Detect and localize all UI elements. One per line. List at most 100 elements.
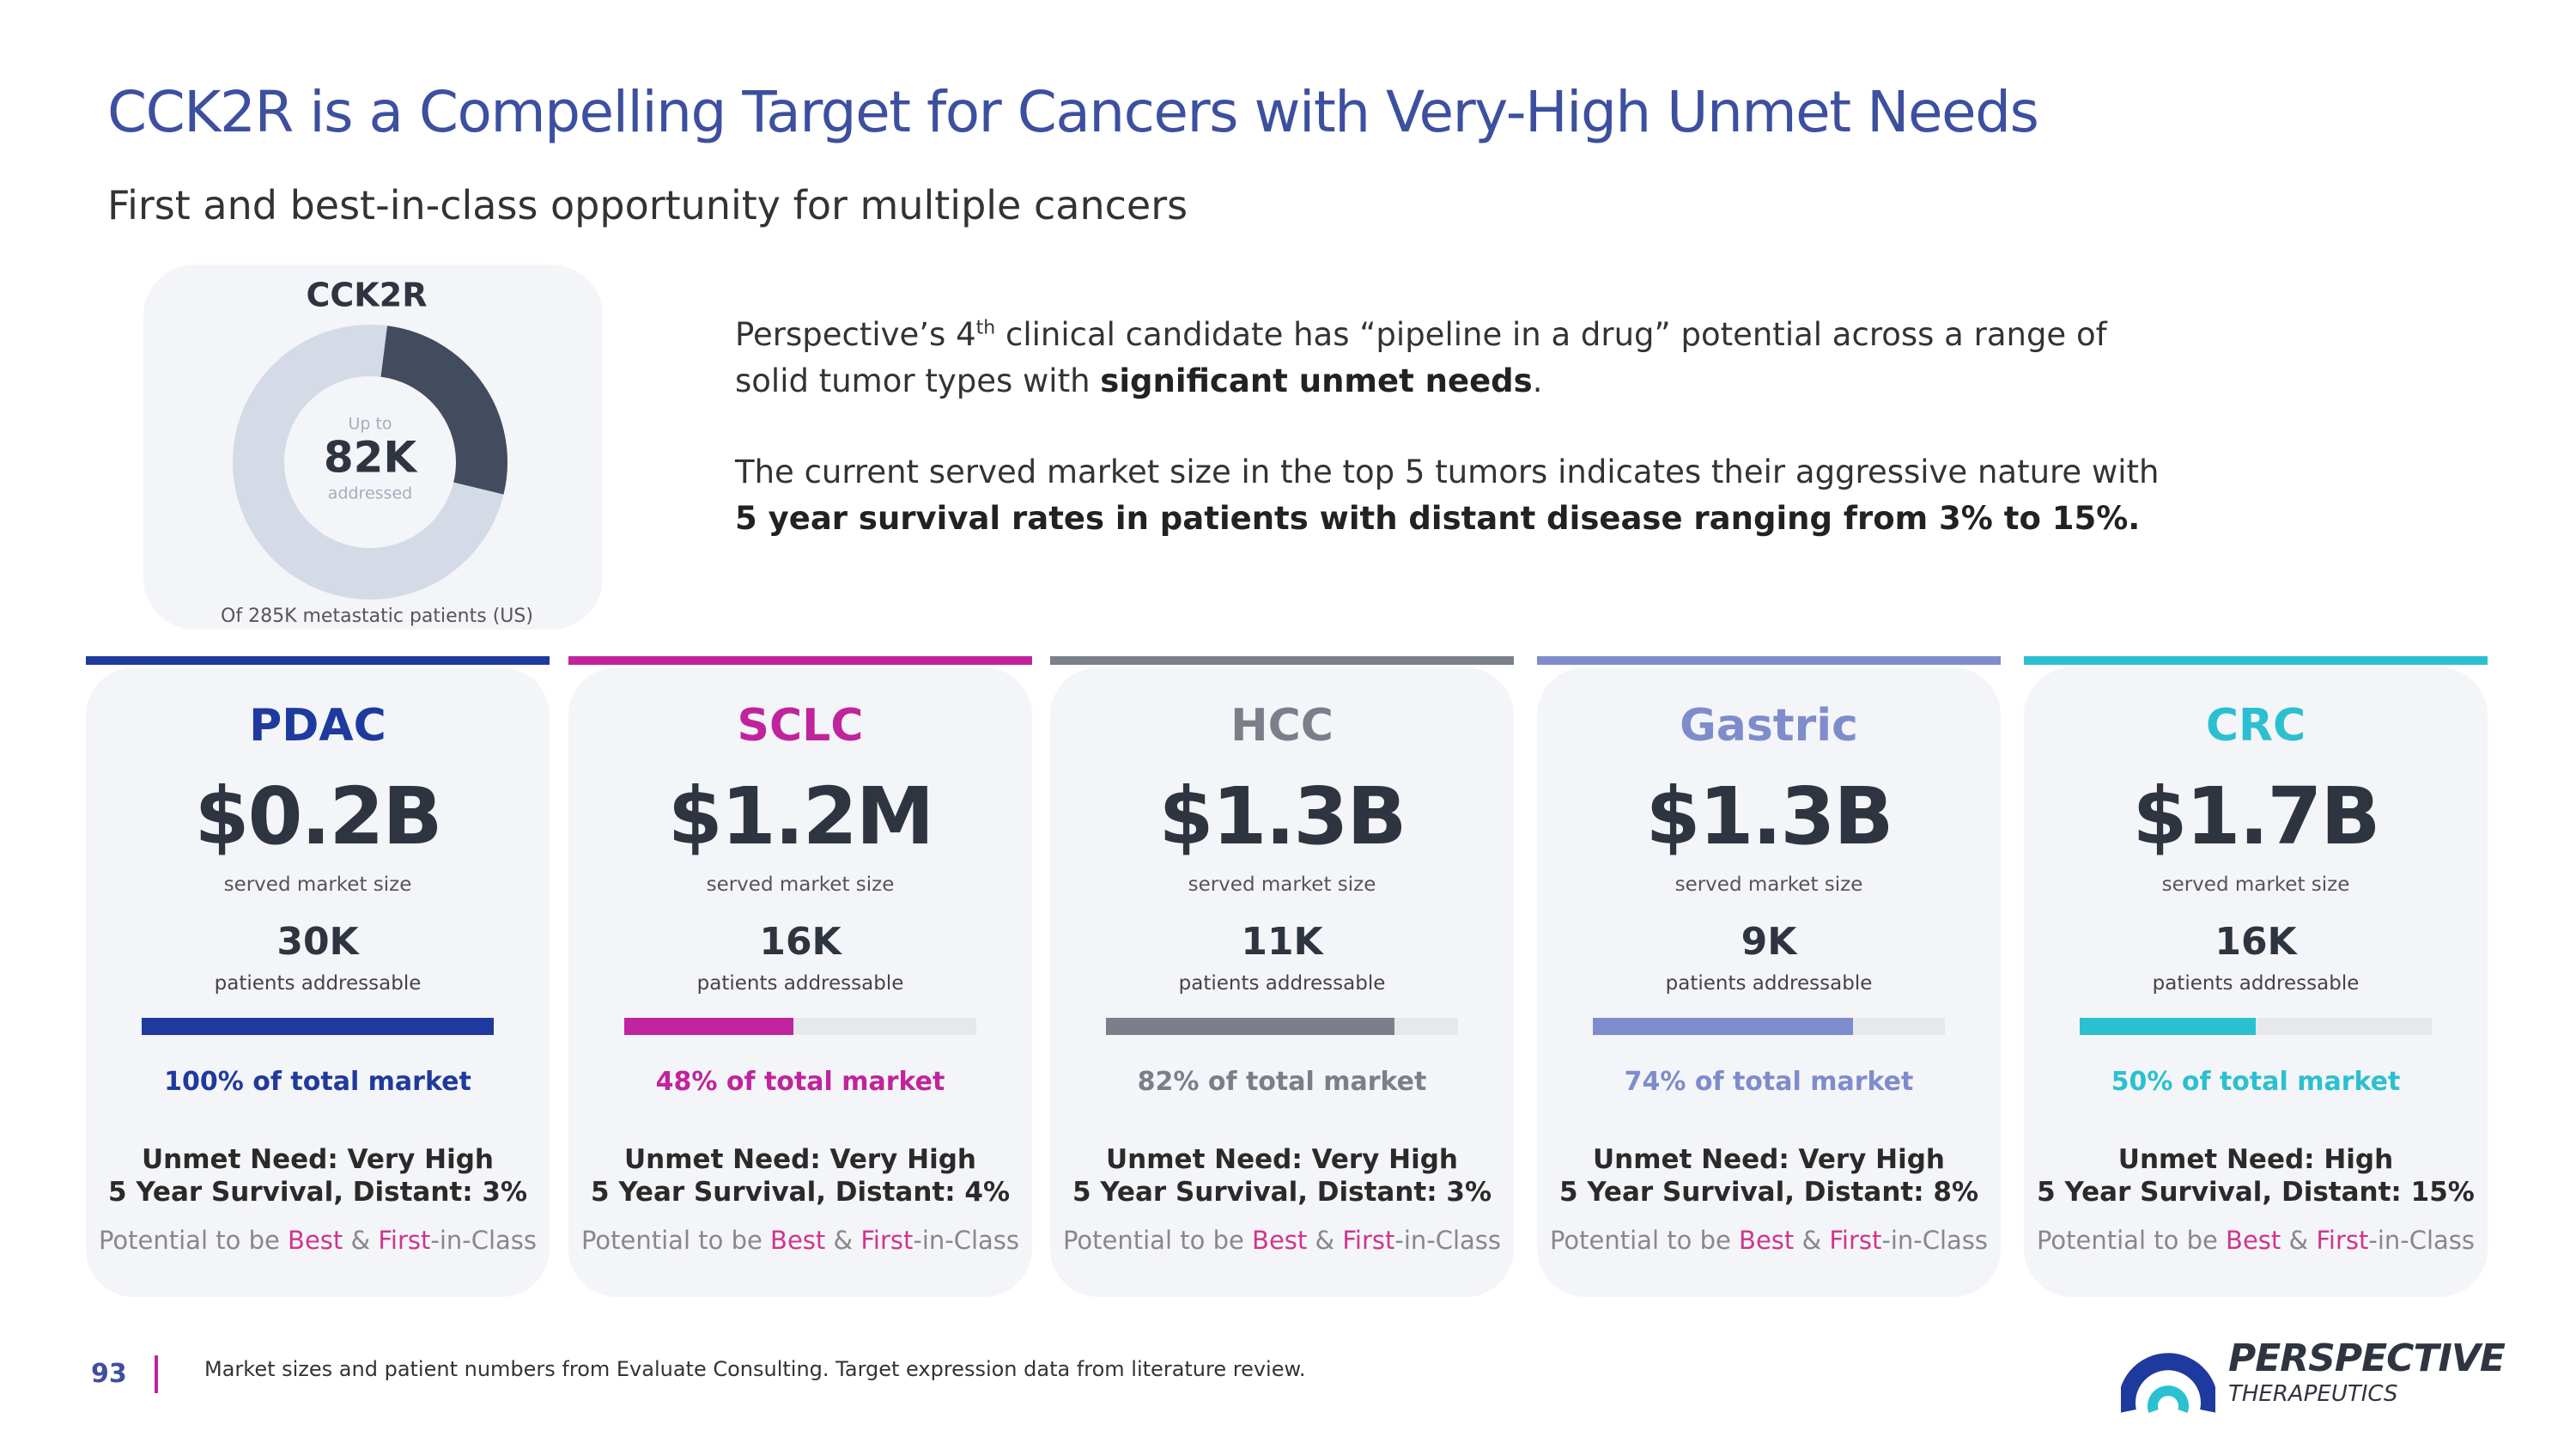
potential-part: First [2316, 1226, 2369, 1255]
share-bar [624, 1018, 793, 1035]
patients-label: patients addressable [696, 972, 904, 995]
potential-part: -in-Class [913, 1226, 1020, 1255]
potential-part: Potential to be [1062, 1226, 1253, 1255]
patients-label: patients addressable [214, 972, 422, 995]
potential-part: Best [1739, 1226, 1795, 1255]
divider [155, 1355, 158, 1393]
intro-line: solid tumor types with significant unmet… [735, 362, 1542, 399]
text: clinical candidate has “pipeline in a dr… [995, 316, 2107, 353]
card: PDAC $0.2B served market size 30K patients a… [86, 667, 550, 1297]
donut-chart: CCK2R Up to 82K addressed Of 285K metast… [221, 277, 533, 628]
donut-suffix: addressed [328, 484, 412, 503]
donut-caption: Of 285K metastatic patients (US) [221, 606, 533, 627]
potential-part: First [1829, 1226, 1882, 1255]
donut-title: CCK2R [307, 277, 428, 314]
card-name: SCLC [737, 700, 864, 752]
card: Gastric $1.3B served market size 9K patients… [1537, 667, 2001, 1297]
logo-name: PERSPECTIVE [2228, 1336, 2506, 1380]
intro-line: Perspective’s 4th clinical candidate has… [735, 316, 2107, 353]
potential-part: -in-Class [430, 1226, 538, 1255]
potential-part: & [1307, 1226, 1343, 1255]
share-label: 82% of total market [1137, 1067, 1427, 1097]
text: . [1532, 362, 1543, 399]
card-name: PDAC [249, 700, 386, 752]
potential-part: Best [1252, 1226, 1308, 1255]
potential-part: First [378, 1226, 431, 1255]
bold-text: significant unmet needs [1100, 362, 1533, 399]
potential-part: -in-Class [1394, 1226, 1502, 1255]
share-bar [1593, 1018, 1854, 1035]
unmet-need: Unmet Need: Very High [624, 1144, 976, 1175]
potential-part: Potential to be [2036, 1226, 2227, 1255]
potential-part: Best [2226, 1226, 2281, 1255]
unmet-need: Unmet Need: Very High [142, 1144, 494, 1175]
market-size: $0.2B [194, 770, 442, 862]
card-name: CRC [2205, 700, 2306, 752]
potential-part: -in-Class [2368, 1226, 2476, 1255]
potential-part: & [343, 1226, 379, 1255]
share-track [1593, 1018, 1945, 1035]
unmet-need: Unmet Need: Very High [1106, 1144, 1458, 1175]
logo-sub: THERAPEUTICS [2228, 1381, 2398, 1407]
potential-part: & [2281, 1226, 2317, 1255]
potential: Potential to be Best & First-in-Class [568, 1226, 1032, 1255]
card-accent [86, 656, 550, 665]
patients-label: patients addressable [2152, 972, 2360, 995]
patients-label: patients addressable [1665, 972, 1873, 995]
potential-part: -in-Class [1881, 1226, 1989, 1255]
unmet-need: Unmet Need: Very High [1593, 1144, 1945, 1175]
patients: 30K [276, 920, 359, 964]
patients: 16K [2215, 920, 2297, 964]
card-name: HCC [1230, 700, 1334, 752]
card-name: Gastric [1680, 700, 1858, 752]
potential: Potential to be Best & First-in-Class [2024, 1226, 2488, 1255]
market-size: $1.2M [667, 770, 935, 862]
share-bar [142, 1018, 494, 1035]
potential: Potential to be Best & First-in-Class [1050, 1226, 1514, 1255]
unmet-need: Unmet Need: High [2117, 1144, 2394, 1175]
title: CCK2R is a Compelling Target for Cancers… [107, 79, 2039, 145]
market-size: $1.3B [1158, 770, 1406, 862]
card-accent [1537, 656, 2001, 665]
potential-part: First [860, 1226, 914, 1255]
potential-part: Best [288, 1226, 343, 1255]
share-bar [1106, 1018, 1395, 1035]
patients-label: patients addressable [1178, 972, 1386, 995]
potential-part: Potential to be [98, 1226, 289, 1255]
potential: Potential to be Best & First-in-Class [86, 1226, 550, 1255]
card: HCC $1.3B served market size 11K patients ad… [1050, 667, 1514, 1297]
card-accent [568, 656, 1032, 665]
share-track [2080, 1018, 2432, 1035]
market-size: $1.7B [2132, 770, 2380, 862]
survival: 5 Year Survival, Distant: 3% [1072, 1177, 1492, 1208]
potential-part: First [1342, 1226, 1395, 1255]
share-label: 48% of total market [655, 1067, 945, 1097]
potential-part: & [1794, 1226, 1830, 1255]
market-label: served market size [223, 874, 412, 896]
subtitle: First and best-in-class opportunity for … [107, 182, 1188, 228]
share-label: 74% of total market [1624, 1067, 1914, 1097]
text: solid tumor types with [735, 362, 1101, 399]
card: SCLC $1.2M served market size 16K patients a… [568, 667, 1032, 1297]
share-track [142, 1018, 494, 1035]
potential-part: & [825, 1226, 861, 1255]
share-label: 100% of total market [164, 1067, 471, 1097]
market-label: served market size [706, 874, 895, 896]
potential-part: Potential to be [1549, 1226, 1740, 1255]
market-size: $1.3B [1645, 770, 1893, 862]
survival: 5 Year Survival, Distant: 8% [1558, 1177, 1979, 1208]
donut-value: 82K [324, 433, 419, 483]
patients: 9K [1741, 920, 1797, 964]
potential: Potential to be Best & First-in-Class [1537, 1226, 2001, 1255]
logo-icon [2121, 1353, 2215, 1413]
market-label: served market size [1674, 874, 1863, 896]
share-bar [2080, 1018, 2256, 1035]
card: CRC $1.7B served market size 16K patients ad… [2024, 667, 2488, 1297]
footnote: Market sizes and patient numbers from Ev… [204, 1357, 1306, 1381]
survival: 5 Year Survival, Distant: 15% [2037, 1177, 2475, 1208]
patients: 16K [759, 920, 841, 964]
page-number: 93 [91, 1359, 127, 1389]
survival: 5 Year Survival, Distant: 4% [590, 1177, 1011, 1208]
potential-part: Best [770, 1226, 826, 1255]
